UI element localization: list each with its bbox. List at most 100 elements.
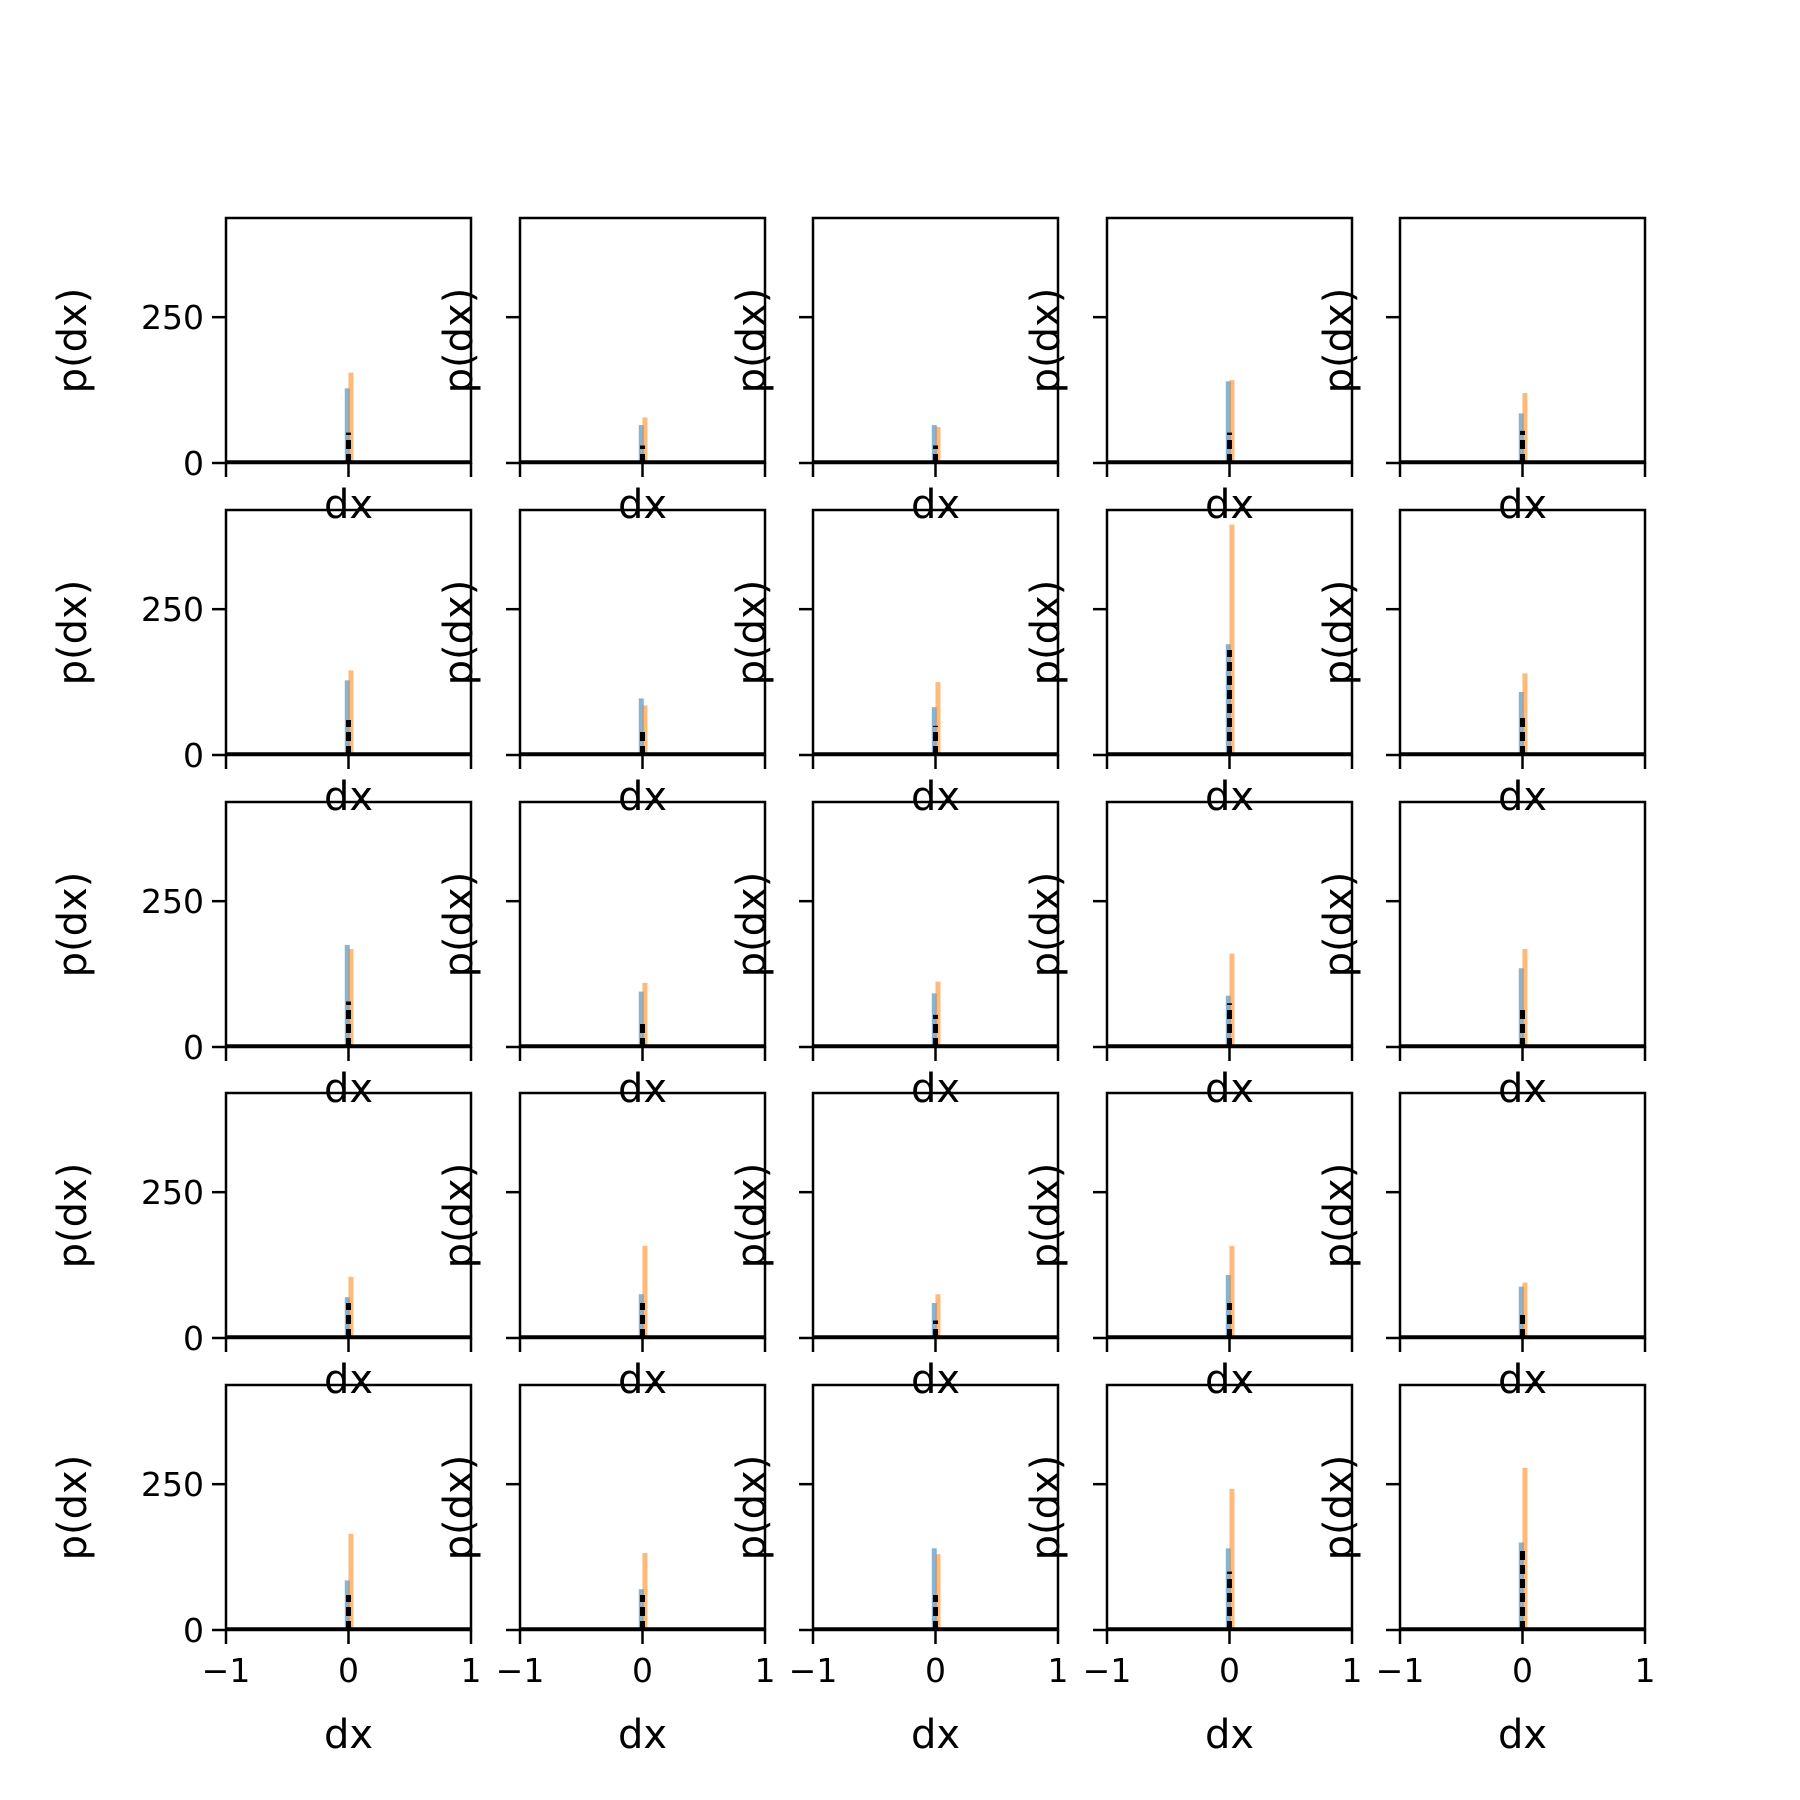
- panel-r2c4-ylabel: p(dx): [1023, 580, 1069, 686]
- panel-r5c4-xtick-label: 0: [1219, 1651, 1240, 1690]
- panel-r1c1-ylabel: p(dx): [50, 288, 96, 394]
- panel-r4c2-bar-orange: [642, 1245, 648, 1338]
- panel-r2c4-bar-blue: [1225, 644, 1231, 755]
- panel-r2c2-ylabel: p(dx): [436, 580, 482, 686]
- panel-r2c2-bar-blue: [638, 698, 644, 755]
- panel-r1c2-bar-orange: [642, 417, 648, 463]
- panel-r4c3-bar-orange: [935, 1294, 941, 1338]
- panel-r4c1-xlabel: dx: [324, 1357, 373, 1403]
- panel-r5c2-xlabel: dx: [618, 1712, 667, 1758]
- panel-r5c4-bar-orange: [1229, 1488, 1235, 1630]
- panel-r5c3-xlabel: dx: [911, 1712, 960, 1758]
- panel-r4c4-bar-orange: [1229, 1245, 1235, 1338]
- panel-r5c3-xtick-label: −1: [789, 1651, 838, 1690]
- panel-r4c4-ylabel: p(dx): [1023, 1163, 1069, 1269]
- panel-r1c5-xlabel: dx: [1498, 482, 1547, 528]
- panel-r1c2-ylabel: p(dx): [436, 288, 482, 394]
- panel-r1c2-bar-blue: [638, 425, 644, 463]
- panel-r2c5-ylabel: p(dx): [1316, 580, 1362, 686]
- panel-r4c4-xlabel: dx: [1205, 1357, 1254, 1403]
- panel-r5c1-bar-orange: [348, 1533, 354, 1630]
- panel-r2c3-bar-orange: [935, 682, 941, 755]
- panel-r1c1-bar-orange: [348, 372, 354, 463]
- panel-r5c5-bar-orange: [1522, 1467, 1528, 1630]
- panel-r1c1-bar-blue: [344, 388, 350, 463]
- panel-r5c5-ylabel: p(dx): [1316, 1455, 1362, 1561]
- panel-r3c1-xlabel: dx: [324, 1066, 373, 1112]
- panel-r4c1-ytick-label: 0: [183, 1319, 204, 1358]
- panel-r3c4-bar-blue: [1225, 995, 1231, 1047]
- panel-r4c1-ylabel: p(dx): [50, 1163, 96, 1269]
- panel-r3c1-ytick-label: 0: [183, 1028, 204, 1067]
- panel-r2c1-bar-orange: [348, 670, 354, 755]
- panel-r5c1-bar-blue: [344, 1580, 350, 1630]
- panel-r2c3-ylabel: p(dx): [729, 580, 775, 686]
- panel-r2c5-bar-orange: [1522, 673, 1528, 755]
- panel-r2c3-bar-blue: [931, 707, 937, 755]
- panel-r1c1-ytick-label: 250: [141, 298, 204, 337]
- panel-r3c2-bar-blue: [638, 991, 644, 1047]
- panel-r5c2-bar-orange: [642, 1553, 648, 1630]
- panel-r4c3-xlabel: dx: [911, 1357, 960, 1403]
- panel-r5c2-xtick-label: 0: [632, 1651, 653, 1690]
- panel-r1c5-bar-orange: [1522, 393, 1528, 463]
- panel-r3c3-bar-orange: [935, 981, 941, 1047]
- panel-r3c5-ylabel: p(dx): [1316, 872, 1362, 978]
- panel-r5c1-xtick-label: 0: [338, 1651, 359, 1690]
- panel-r5c1-xtick-label: −1: [202, 1651, 251, 1690]
- panel-r3c1-ylabel: p(dx): [50, 872, 96, 978]
- panel-r5c1-ytick-label: 0: [183, 1611, 204, 1650]
- panel-r4c5-bar-orange: [1522, 1282, 1528, 1338]
- panel-r3c1-bar-orange: [348, 949, 354, 1047]
- panel-r4c5-bar-blue: [1518, 1286, 1524, 1338]
- panel-r5c5-xtick-label: 1: [1635, 1651, 1656, 1690]
- panel-r3c2-xlabel: dx: [618, 1066, 667, 1112]
- panel-r1c1-xlabel: dx: [324, 482, 373, 528]
- panel-r4c5-xlabel: dx: [1498, 1357, 1547, 1403]
- panel-r4c2-ylabel: p(dx): [436, 1163, 482, 1269]
- panel-r1c4-bar-orange: [1229, 380, 1235, 463]
- panel-r1c2-xlabel: dx: [618, 482, 667, 528]
- panel-r1c4-xlabel: dx: [1205, 482, 1254, 528]
- panel-r1c3-bar-orange: [935, 426, 941, 463]
- panel-r5c3-xtick-label: 0: [925, 1651, 946, 1690]
- panel-r1c3-ylabel: p(dx): [729, 288, 775, 394]
- panel-r3c3-xlabel: dx: [911, 1066, 960, 1112]
- panel-r5c1-xlabel: dx: [324, 1712, 373, 1758]
- panel-r5c3-xtick-label: 1: [1048, 1651, 1069, 1690]
- panel-r5c4-ylabel: p(dx): [1023, 1455, 1069, 1561]
- panel-r5c3-bar-orange: [935, 1554, 941, 1630]
- panel-r5c4-xtick-label: 1: [1342, 1651, 1363, 1690]
- panel-r3c5-bar-orange: [1522, 949, 1528, 1047]
- panel-r5c1-ytick-label: 250: [141, 1465, 204, 1504]
- panel-r3c5-xlabel: dx: [1498, 1066, 1547, 1112]
- panel-r2c4-xlabel: dx: [1205, 774, 1254, 820]
- panel-r1c3-xlabel: dx: [911, 482, 960, 528]
- panel-r5c3-ylabel: p(dx): [729, 1455, 775, 1561]
- panel-r1c5-ylabel: p(dx): [1316, 288, 1362, 394]
- panel-r5c2-xtick-label: −1: [496, 1651, 545, 1690]
- panel-r3c4-ylabel: p(dx): [1023, 872, 1069, 978]
- panel-r5c2-ylabel: p(dx): [436, 1455, 482, 1561]
- panel-r3c1-bar-blue: [344, 944, 350, 1047]
- panel-r2c2-xlabel: dx: [618, 774, 667, 820]
- panel-r3c3-bar-blue: [931, 993, 937, 1047]
- panel-r4c2-xlabel: dx: [618, 1357, 667, 1403]
- panel-r1c1-ytick-label: 0: [183, 444, 204, 483]
- panel-r5c4-bar-blue: [1225, 1548, 1231, 1630]
- panel-r2c4-bar-orange: [1229, 524, 1235, 755]
- panel-r3c4-xlabel: dx: [1205, 1066, 1254, 1112]
- panel-r2c3-xlabel: dx: [911, 774, 960, 820]
- panel-r3c2-ylabel: p(dx): [436, 872, 482, 978]
- panel-r5c4-xlabel: dx: [1205, 1712, 1254, 1758]
- panel-r1c3-bar-blue: [931, 425, 937, 463]
- panel-r2c1-ytick-label: 0: [183, 736, 204, 775]
- panel-r5c1-ylabel: p(dx): [50, 1455, 96, 1561]
- panel-r5c2-xtick-label: 1: [755, 1651, 776, 1690]
- panel-r3c4-bar-orange: [1229, 953, 1235, 1047]
- panel-r1c4-bar-blue: [1225, 381, 1231, 463]
- panel-r5c3-bar-blue: [931, 1548, 937, 1630]
- panel-r3c3-ylabel: p(dx): [729, 872, 775, 978]
